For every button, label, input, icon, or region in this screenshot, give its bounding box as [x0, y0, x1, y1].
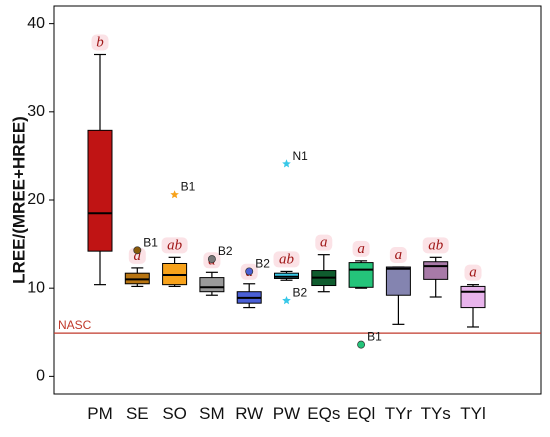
y-axis-label: LREE/(MREE+HREE)	[9, 116, 28, 284]
group-letter: ab	[428, 237, 444, 253]
box-body	[348, 262, 374, 288]
outlier-circle	[245, 267, 254, 276]
outlier-star	[282, 159, 291, 168]
group-letter: a	[134, 248, 142, 264]
x-tick-label-tyr: TYr	[385, 404, 413, 423]
x-tick-label-so: SO	[162, 404, 187, 423]
y-tick-label: 20	[27, 191, 45, 208]
group-letter: a	[320, 235, 328, 251]
group-letter-halo	[389, 247, 407, 264]
box-pm: b	[87, 34, 113, 286]
box-se: a	[124, 247, 150, 288]
outlier-star	[282, 296, 291, 305]
outlier-label: B2	[218, 244, 233, 258]
x-tick-label-pw: PW	[273, 404, 300, 423]
group-letter: ab	[279, 251, 295, 267]
outlier-circle	[207, 255, 216, 264]
group-letter-halo	[273, 251, 300, 268]
outlier-label: B2	[255, 256, 270, 270]
group-letter-halo	[161, 237, 188, 254]
group-letter-halo	[91, 34, 109, 51]
x-tick-label-pm: PM	[87, 404, 113, 423]
x-tick-label-tyl: TYl	[460, 404, 486, 423]
box-tyr: a	[385, 247, 411, 325]
x-tick-label-rw: RW	[235, 404, 263, 423]
outlier-star	[170, 190, 179, 199]
box-so: ab	[161, 237, 188, 288]
group-letter-halo	[128, 247, 146, 264]
outlier-circle	[133, 246, 142, 255]
group-letter: b	[96, 35, 104, 51]
plot-frame	[53, 5, 542, 395]
group-letter: a	[357, 241, 365, 257]
box-tyl: a	[460, 264, 486, 328]
box-eql: a	[348, 240, 374, 289]
box-pw: ab	[273, 251, 300, 281]
outlier-label: B1	[143, 235, 158, 249]
x-tick-label-eqs: EQs	[307, 404, 340, 423]
box-body	[460, 285, 486, 309]
outlier-label: N1	[293, 149, 309, 163]
group-letter-halo	[422, 237, 449, 254]
outlier-circle	[357, 340, 366, 349]
box-body	[199, 277, 225, 293]
outlier-label: B2	[293, 286, 308, 300]
box-body	[423, 261, 449, 280]
box-tys: ab	[422, 237, 449, 298]
group-letter-halo	[352, 240, 370, 257]
y-tick-label: 10	[27, 279, 45, 296]
y-tick-label: 30	[27, 103, 45, 120]
x-tick-label-tys: TYs	[421, 404, 451, 423]
outlier-label: B1	[367, 330, 382, 344]
box-eqs: a	[311, 234, 337, 293]
group-letter-halo	[315, 234, 333, 251]
x-tick-label-sm: SM	[199, 404, 225, 423]
y-tick-label: 40	[27, 15, 45, 32]
box-body	[87, 129, 113, 252]
outlier-label: B1	[181, 180, 196, 194]
reference-line-label: NASC	[58, 318, 92, 332]
group-letter: ab	[167, 237, 183, 253]
group-letter: a	[469, 265, 477, 281]
x-tick-label-eql: EQl	[347, 404, 375, 423]
group-letter: a	[395, 247, 403, 263]
y-tick-label: 0	[36, 368, 45, 385]
group-letter-halo	[464, 264, 482, 281]
box-body	[385, 266, 411, 296]
x-tick-label-se: SE	[126, 404, 149, 423]
